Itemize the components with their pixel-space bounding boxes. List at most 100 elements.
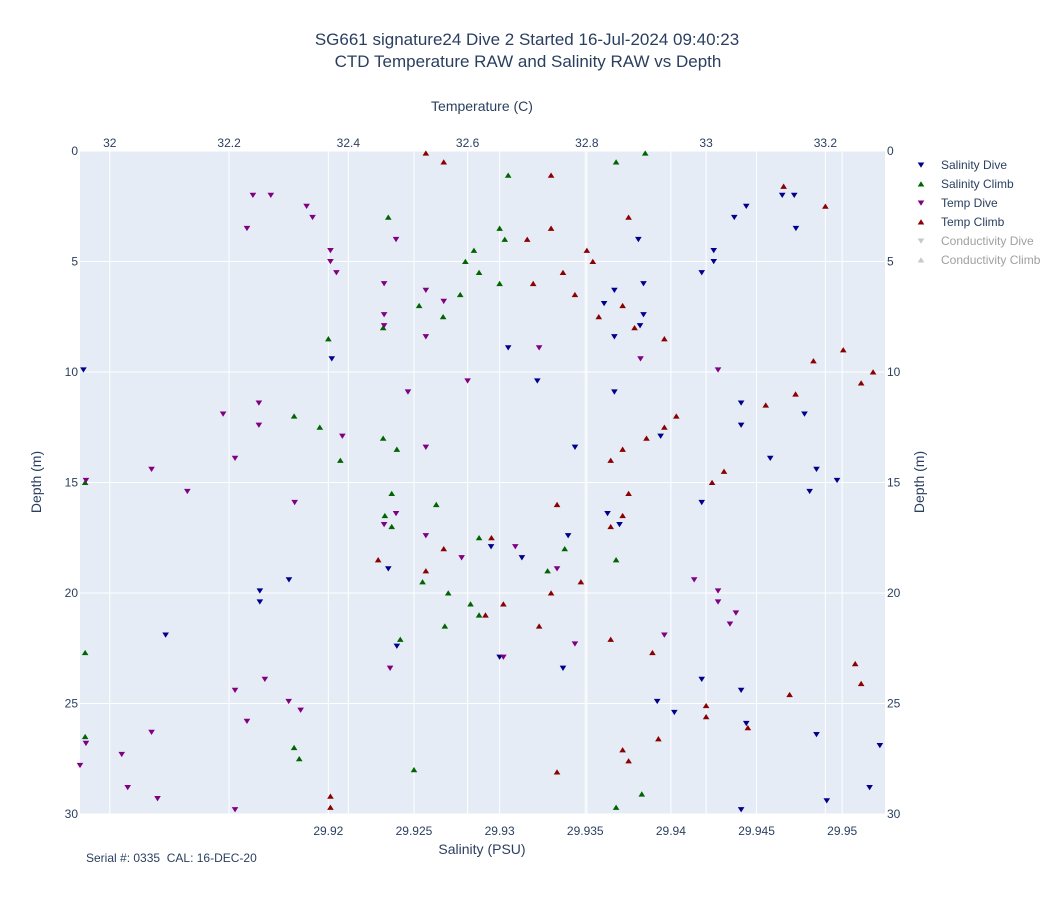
data-point	[432, 501, 440, 508]
right-axis-title: Depth (m)	[911, 451, 927, 513]
y-tick-label-left: 15	[65, 476, 79, 490]
data-point	[559, 269, 567, 276]
legend-item[interactable]: Salinity Dive	[917, 158, 1008, 172]
y-tick-label-left: 20	[65, 586, 79, 600]
legend-item[interactable]: Conductivity Climb	[917, 253, 1041, 267]
data-point	[792, 225, 800, 232]
data-point	[732, 610, 740, 616]
data-point	[611, 334, 618, 340]
y-tick-label-left: 30	[65, 807, 79, 821]
data-point	[720, 468, 728, 474]
data-point	[148, 466, 155, 473]
data-point	[553, 501, 561, 508]
data-point	[737, 400, 745, 406]
data-point	[813, 731, 820, 738]
data-point	[876, 743, 884, 749]
x-tick-label-temperature: 32.4	[337, 136, 361, 150]
data-point	[392, 236, 400, 243]
legend-label: Temp Climb	[941, 215, 1005, 229]
legend-item[interactable]: Temp Dive	[917, 196, 998, 210]
data-point	[504, 172, 512, 178]
y-tick-label-left: 10	[65, 365, 79, 379]
data-point	[641, 150, 649, 156]
data-point	[475, 534, 483, 541]
series-salinity-dive	[80, 192, 884, 813]
data-point	[636, 323, 644, 329]
data-point	[384, 214, 392, 220]
data-point	[441, 623, 449, 629]
data-point	[612, 159, 620, 165]
data-point	[384, 566, 392, 572]
data-point	[595, 313, 603, 320]
data-point	[440, 159, 448, 165]
data-point	[612, 804, 620, 810]
data-point	[672, 413, 680, 419]
data-point	[559, 665, 567, 671]
data-point	[422, 334, 430, 340]
data-point	[661, 424, 668, 430]
top-axis-title: Temperature (C)	[431, 98, 533, 114]
data-point	[714, 588, 722, 594]
data-point	[290, 413, 298, 419]
data-point	[702, 713, 710, 720]
data-point	[544, 568, 551, 574]
data-point	[619, 446, 626, 452]
data-point	[255, 400, 263, 406]
data-point	[638, 791, 646, 797]
data-point	[500, 601, 507, 607]
x-tick-label-salinity: 29.93	[485, 824, 515, 838]
data-point	[379, 324, 387, 331]
data-point	[547, 172, 555, 178]
data-point	[604, 510, 611, 517]
data-point	[327, 793, 334, 799]
data-point	[866, 785, 873, 791]
data-point	[801, 411, 808, 417]
data-point	[710, 247, 718, 254]
data-point	[564, 533, 572, 539]
data-point	[290, 744, 298, 751]
ticks-layer: 0 0 5 5 10 10 15 15 20 20 25 25 30 30 29.92 29.925 29.93…	[65, 136, 901, 838]
data-point	[396, 636, 404, 642]
data-point	[780, 183, 787, 189]
data-point	[82, 477, 90, 484]
data-point	[518, 555, 526, 561]
data-point	[256, 588, 264, 594]
data-point	[419, 579, 426, 585]
data-point	[249, 192, 257, 199]
legend-item[interactable]: Conductivity Dive	[917, 234, 1034, 248]
data-point	[766, 455, 774, 461]
data-point	[380, 522, 388, 528]
legend[interactable]: Salinity Dive Salinity Climb Temp Dive Temp…	[917, 158, 1041, 267]
legend-label: Conductivity Climb	[941, 253, 1041, 267]
legend-item[interactable]: Temp Climb	[917, 215, 1005, 229]
data-point	[325, 336, 332, 342]
data-point	[619, 302, 626, 309]
footer-serial: Serial #: 0335 CAL: 16-DEC-20	[86, 851, 257, 865]
data-point	[328, 356, 336, 362]
data-point	[822, 203, 829, 209]
data-point	[261, 676, 269, 682]
data-point	[440, 298, 448, 305]
data-point	[291, 499, 298, 506]
series-temp-dive	[76, 192, 740, 813]
data-point	[285, 698, 293, 705]
data-point	[475, 612, 483, 618]
legend-item[interactable]: Salinity Climb	[917, 177, 1014, 191]
data-point	[778, 192, 786, 199]
data-point	[487, 544, 495, 550]
data-point	[726, 621, 734, 627]
x-tick-label-salinity: 29.925	[396, 824, 433, 838]
bottom-axis-title: Salinity (PSU)	[438, 841, 525, 857]
data-point	[327, 804, 334, 810]
data-point	[790, 192, 798, 199]
data-point	[422, 150, 430, 156]
data-point	[631, 324, 638, 331]
chart-subtitle: CTD Temperature RAW and Salinity RAW vs …	[335, 52, 722, 71]
data-point	[806, 488, 813, 495]
data-point	[730, 214, 738, 221]
data-point	[467, 601, 474, 607]
data-point	[857, 680, 865, 687]
data-point	[635, 236, 642, 243]
data-point	[393, 446, 401, 452]
